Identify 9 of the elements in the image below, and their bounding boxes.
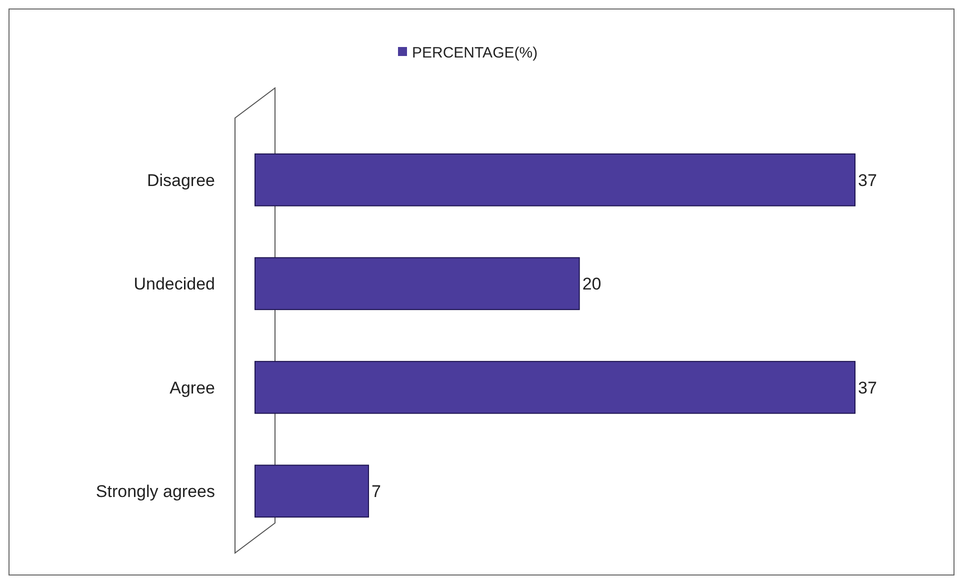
data-label: 7 (372, 482, 381, 502)
data-label: 37 (858, 170, 877, 190)
data-label: 20 (582, 274, 602, 294)
y-tick-label: Disagree (146, 170, 215, 190)
y-tick-label: Strongly agrees (96, 482, 215, 502)
y-tick-label: Agree (170, 378, 215, 398)
data-label: 37 (858, 378, 877, 398)
legend-label: PERCENTAGE(%) (412, 44, 538, 62)
y-tick-label: Undecided (134, 274, 215, 294)
